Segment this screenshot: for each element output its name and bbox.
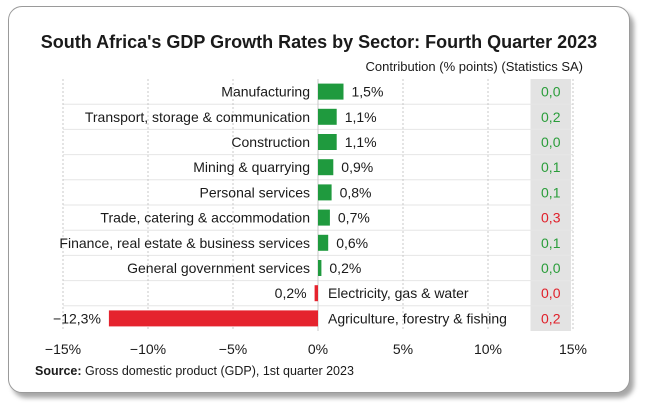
- contribution-label: 0,0: [541, 84, 561, 100]
- bar: [318, 209, 330, 226]
- contribution-label: 0,1: [541, 159, 561, 175]
- category-label: Finance, real estate & business services: [59, 235, 310, 251]
- contribution-label: 0,3: [541, 210, 561, 226]
- contribution-label: 0,0: [541, 134, 561, 150]
- category-label: Trade, catering & accommodation: [100, 210, 310, 226]
- bar: [318, 184, 332, 201]
- bar: [318, 234, 329, 251]
- category-label: Manufacturing: [221, 84, 310, 100]
- contribution-label: 0,2: [541, 310, 561, 326]
- x-tick-label: −10%: [130, 341, 166, 357]
- data-label: 0,6%: [336, 235, 368, 251]
- category-label: Construction: [231, 134, 310, 150]
- category-label: General government services: [127, 260, 310, 276]
- bar: [318, 260, 322, 276]
- bar: [108, 310, 319, 327]
- data-label: 1,5%: [352, 84, 384, 100]
- category-label: Agriculture, forestry & fishing: [328, 310, 507, 326]
- chart-subtitle: Contribution (% points) (Statistics SA): [365, 59, 583, 74]
- data-label: 0,2%: [275, 285, 307, 301]
- data-label: 0,9%: [341, 159, 373, 175]
- bar: [314, 285, 318, 302]
- category-label: Transport, storage & communication: [85, 109, 310, 125]
- data-label: −12,3%: [53, 310, 101, 326]
- data-label: 1,1%: [345, 134, 377, 150]
- bar-chart: Manufacturing 1,5% 0,0 Transport, storage &…: [45, 79, 587, 357]
- data-label: 0,2%: [329, 260, 361, 276]
- x-tick-label: 0%: [308, 341, 328, 357]
- x-tick-label: 10%: [474, 341, 502, 357]
- chart-title: South Africa's GDP Growth Rates by Secto…: [40, 32, 598, 52]
- contribution-label: 0,1: [541, 184, 561, 200]
- x-tick-label: 5%: [393, 341, 413, 357]
- source-text: Gross domestic product (GDP), 1st quarte…: [85, 364, 354, 378]
- x-tick-label: −5%: [219, 341, 247, 357]
- x-tick-label: 15%: [559, 341, 587, 357]
- contribution-label: 0,2: [541, 109, 561, 125]
- bar: [318, 159, 334, 176]
- chart-card: South Africa's GDP Growth Rates by Secto…: [8, 6, 630, 393]
- bar: [318, 108, 337, 125]
- category-label: Mining & quarrying: [193, 159, 310, 175]
- source-label: Source:: [35, 364, 82, 378]
- category-label: Electricity, gas & water: [328, 285, 469, 301]
- category-label: Personal services: [200, 184, 311, 200]
- contribution-label: 0,0: [541, 260, 561, 276]
- bar: [318, 83, 344, 100]
- contribution-label: 0,0: [541, 285, 561, 301]
- x-tick-label: −15%: [45, 341, 81, 357]
- bar: [318, 134, 337, 150]
- contribution-label: 0,1: [541, 235, 561, 251]
- data-label: 1,1%: [345, 109, 377, 125]
- source-note: Source: Gross domestic product (GDP), 1s…: [35, 364, 354, 378]
- data-label: 0,7%: [338, 210, 370, 226]
- data-label: 0,8%: [340, 184, 372, 200]
